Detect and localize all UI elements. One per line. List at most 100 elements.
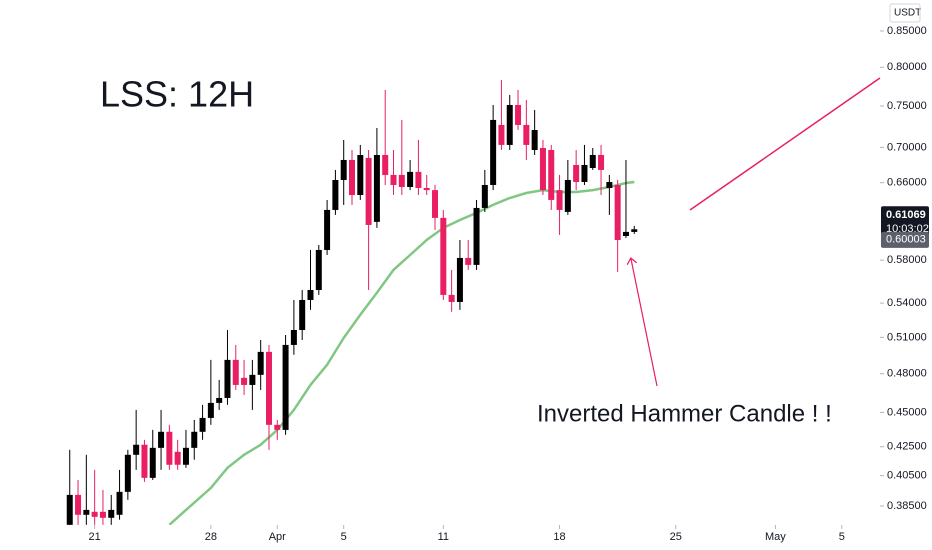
candle-body	[589, 154, 596, 168]
candle-body	[415, 171, 422, 188]
x-tick-label: 25	[670, 531, 682, 543]
y-tick-label: 0.48000	[887, 368, 927, 380]
x-tick-label: 5	[839, 531, 845, 543]
candle-body	[622, 231, 629, 236]
candle-body	[174, 451, 181, 465]
candle-body	[241, 377, 248, 385]
candle-body	[116, 491, 123, 515]
candle-body	[606, 181, 613, 188]
candle-body	[75, 494, 82, 515]
candle-body	[407, 171, 414, 187]
axis-unit: USDT	[894, 8, 921, 19]
candle-body	[506, 104, 513, 145]
candle-body	[498, 124, 505, 145]
candle-body	[573, 164, 580, 182]
y-tick-label: 0.66000	[887, 177, 927, 189]
candle-body	[166, 431, 173, 465]
candle-body	[631, 229, 638, 232]
candle-body	[307, 289, 314, 300]
candle-body	[249, 374, 256, 385]
candle-body	[340, 159, 347, 180]
candle-body	[299, 299, 306, 330]
x-tick-label: 5	[341, 531, 347, 543]
candle-body	[473, 207, 480, 265]
candle-body	[357, 154, 364, 196]
y-tick-label: 0.70000	[887, 141, 927, 153]
candle-body	[448, 294, 455, 302]
y-tick-label: 0.45000	[887, 406, 927, 418]
candle-body	[216, 397, 223, 403]
candle-body	[124, 454, 131, 492]
x-tick-label: May	[765, 531, 786, 543]
candle-body	[99, 511, 106, 518]
candle-body	[257, 351, 264, 375]
candle-body	[390, 174, 397, 185]
candle-body	[182, 447, 189, 465]
unit-frame	[889, 3, 921, 23]
candle-body	[432, 190, 439, 218]
y-tick-label: 0.54000	[887, 297, 927, 309]
candle-body	[199, 417, 206, 432]
candle-body	[232, 359, 239, 385]
candle-body	[373, 154, 380, 222]
plot-area	[66, 79, 638, 525]
candle-body	[539, 148, 546, 191]
candle-body	[556, 190, 563, 210]
indicator-price-label: 0.60003	[886, 234, 926, 246]
candle-body	[83, 509, 90, 515]
candle-body	[564, 179, 571, 212]
candle-body	[481, 184, 488, 208]
candle-body	[398, 174, 405, 187]
candle-body	[141, 444, 148, 478]
candle-body	[456, 257, 463, 302]
candle-body	[598, 154, 605, 170]
indicator-price-box	[881, 231, 929, 248]
candle-body	[548, 149, 555, 200]
candle-body	[133, 444, 140, 455]
candle-body	[581, 164, 588, 182]
candle-body	[465, 257, 472, 265]
candle-body	[108, 509, 115, 518]
arrow	[631, 259, 658, 387]
last-price-box	[881, 206, 929, 238]
y-tick-label: 0.75000	[887, 100, 927, 112]
trend-line	[689, 77, 881, 211]
candle-body	[531, 130, 538, 150]
candle-body	[149, 447, 156, 478]
candle-body	[324, 209, 331, 250]
y-tick-label: 0.40500	[887, 470, 927, 482]
y-tick-label: 0.51000	[887, 331, 927, 343]
candle-body	[282, 344, 289, 430]
x-tick-label: 11	[438, 531, 449, 543]
y-tick-label: 0.80000	[887, 61, 927, 73]
candle-body	[274, 424, 281, 430]
candle-body	[490, 119, 497, 185]
candle-body	[66, 494, 73, 525]
candle-body	[207, 402, 214, 418]
candle-body	[158, 431, 165, 448]
x-tick-label: Apr	[269, 531, 286, 543]
x-tick-label: 28	[205, 531, 217, 543]
y-tick-label: 0.42500	[887, 441, 927, 453]
candle-body	[265, 351, 272, 425]
candle-body	[365, 157, 372, 225]
candle-body	[315, 249, 322, 290]
y-tick-label: 0.85000	[887, 25, 927, 37]
y-tick-label: 0.38500	[887, 500, 927, 512]
candle-body	[332, 179, 339, 210]
candle-body	[290, 329, 297, 345]
candle-body	[440, 217, 447, 295]
candle-body	[191, 431, 198, 448]
candle-body	[614, 184, 621, 240]
x-tick-label: 18	[553, 531, 565, 543]
candle-body	[224, 359, 231, 398]
candle-body	[349, 159, 355, 196]
x-tick-label: 21	[89, 531, 101, 543]
candle-body	[423, 187, 430, 191]
annotation: Inverted Hammer Candle ! !	[537, 400, 832, 427]
candle-body	[523, 124, 530, 145]
y-tick-label: 0.58000	[887, 254, 927, 266]
